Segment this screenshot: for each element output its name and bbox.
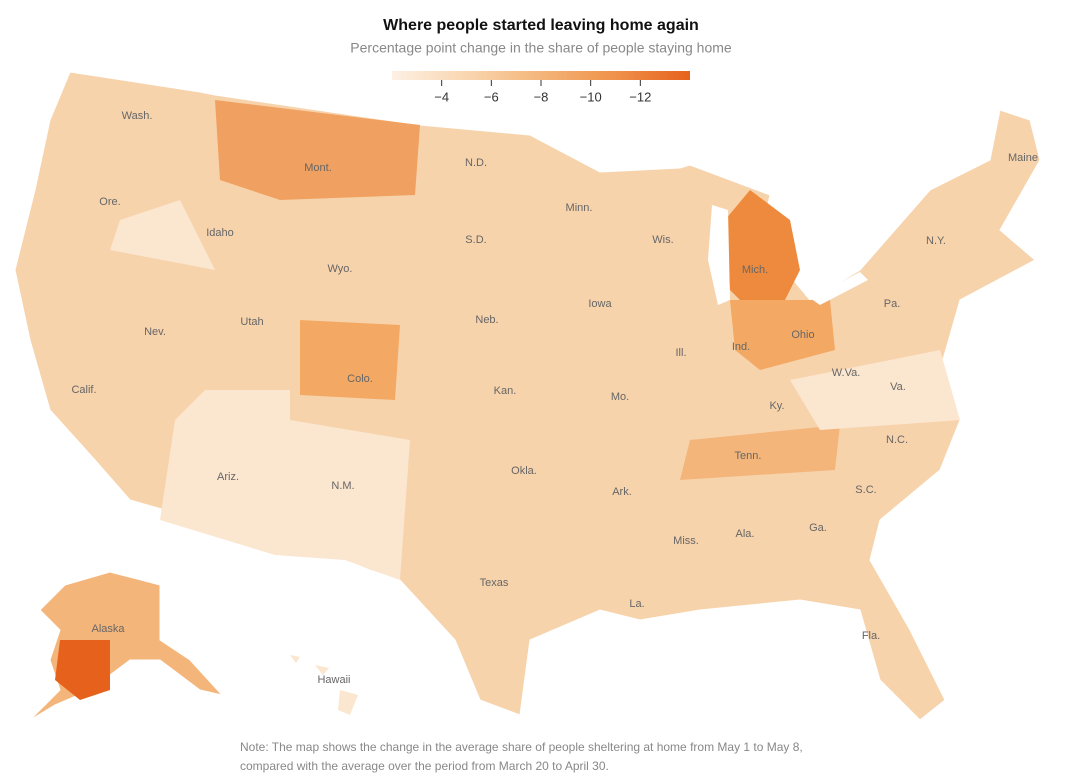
state-label: Miss. xyxy=(673,535,699,547)
legend-tick-label: −8 xyxy=(534,89,549,104)
alaska xyxy=(29,571,224,721)
subtitle: Percentage point change in the share of … xyxy=(350,40,732,56)
state-label: Wash. xyxy=(122,110,153,122)
southwest-light xyxy=(110,200,410,580)
state-label: S.C. xyxy=(855,484,876,496)
state-label: Idaho xyxy=(206,227,234,239)
state-label: Tenn. xyxy=(735,450,762,462)
alaska-dark xyxy=(55,640,110,700)
state-label: Hawaii xyxy=(317,674,350,686)
state-label: Texas xyxy=(480,577,509,589)
state-label: W.Va. xyxy=(832,367,861,379)
state-labels: Wash. Ore. Calif. Nev. Idaho Mont. Wyo. Utah Ari… xyxy=(71,110,1038,686)
state-label: Fla. xyxy=(862,630,880,642)
state-label: Maine xyxy=(1008,152,1038,164)
state-label: Mich. xyxy=(742,264,768,276)
state-label: Alaska xyxy=(91,623,125,635)
state-label: Minn. xyxy=(566,202,593,214)
state-label: Wyo. xyxy=(328,263,353,275)
lake-erie xyxy=(810,272,868,305)
michigan-dark xyxy=(725,190,800,310)
state-label: N.Y. xyxy=(926,235,946,247)
tennessee-dark xyxy=(680,425,840,480)
state-label: Ky. xyxy=(769,400,784,412)
legend-tick-label: −6 xyxy=(484,89,499,104)
state-label: Nev. xyxy=(144,326,166,338)
state-label: S.D. xyxy=(465,234,486,246)
state-label: Okla. xyxy=(511,465,537,477)
state-label: Ore. xyxy=(99,196,120,208)
state-label: La. xyxy=(629,598,644,610)
hawaii xyxy=(290,655,358,715)
ohio-indiana xyxy=(730,300,835,370)
state-label: Neb. xyxy=(475,314,498,326)
map xyxy=(14,71,1041,721)
legend-tick-label: −4 xyxy=(434,89,449,104)
state-label: Ill. xyxy=(676,347,687,359)
legend-tick-label: −12 xyxy=(629,89,651,104)
montana-dark xyxy=(215,100,420,200)
state-label: Ga. xyxy=(809,522,827,534)
legend-tick-label: −10 xyxy=(580,89,602,104)
state-label: Utah xyxy=(240,316,263,328)
state-label: N.M. xyxy=(331,480,354,492)
lake-michigan xyxy=(708,205,730,305)
state-label: Mo. xyxy=(611,391,629,403)
state-label: Ariz. xyxy=(217,471,239,483)
state-label: Wis. xyxy=(652,234,673,246)
note-line: compared with the average over the perio… xyxy=(240,759,609,773)
state-label: Mont. xyxy=(304,162,332,174)
state-label: Kan. xyxy=(494,385,517,397)
state-label: N.C. xyxy=(886,434,908,446)
legend-bar xyxy=(392,71,690,80)
state-label: Ala. xyxy=(736,528,755,540)
state-label: N.D. xyxy=(465,157,487,169)
colorado-dark xyxy=(300,320,400,400)
state-label: Ark. xyxy=(612,486,632,498)
state-label: Ohio xyxy=(791,329,814,341)
state-label: Calif. xyxy=(71,384,96,396)
note-line: Note: The map shows the change in the av… xyxy=(240,740,803,754)
title: Where people started leaving home again xyxy=(383,17,699,34)
virginia-light xyxy=(790,350,960,430)
state-label: Va. xyxy=(890,381,906,393)
state-label: Ind. xyxy=(732,341,750,353)
state-label: Iowa xyxy=(588,298,612,310)
state-label: Pa. xyxy=(884,298,901,310)
state-label: Colo. xyxy=(347,373,373,385)
